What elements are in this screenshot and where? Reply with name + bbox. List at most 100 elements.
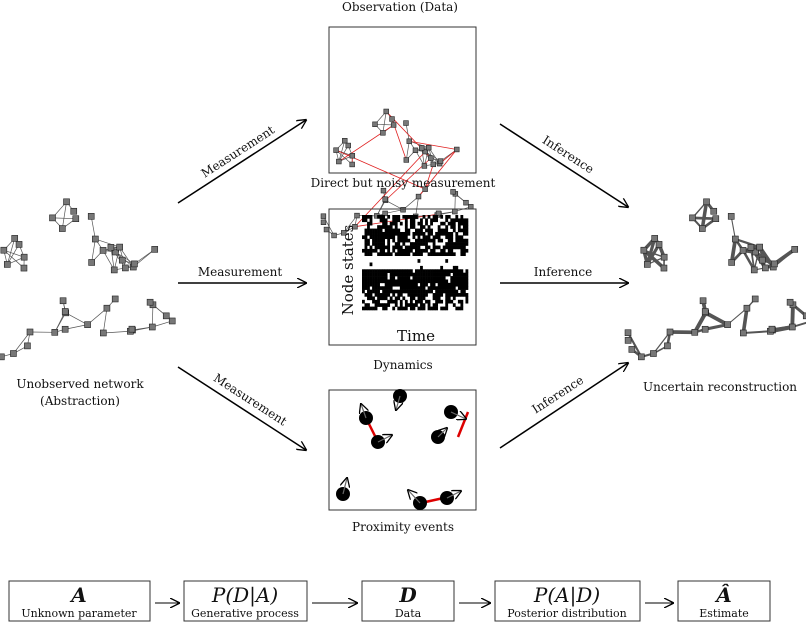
network-node <box>643 261 651 268</box>
state-cell <box>392 248 396 253</box>
state-cell <box>437 293 441 297</box>
state-cell <box>399 245 403 250</box>
pipeline-box-estimate <box>677 580 771 622</box>
state-cell <box>417 259 421 263</box>
state-cell <box>399 221 403 226</box>
state-cell <box>362 306 365 311</box>
state-cell <box>382 279 386 284</box>
state-cell <box>369 262 373 267</box>
state-cell <box>460 289 464 294</box>
state-cell <box>465 238 469 243</box>
state-cell <box>394 245 398 250</box>
network-edge <box>743 330 771 334</box>
state-cell <box>374 279 378 284</box>
state-cell <box>462 231 466 236</box>
state-cell <box>392 269 396 273</box>
state-cell <box>437 269 441 273</box>
state-cell <box>377 282 380 287</box>
pipeline-box-unknown-parameter <box>8 580 151 622</box>
svg-text:Unknown parameter: Unknown parameter <box>21 607 137 620</box>
state-cell <box>440 272 444 277</box>
state-cell <box>367 238 370 243</box>
state-cell <box>445 289 449 294</box>
state-cell <box>447 289 451 294</box>
state-cell <box>415 248 418 253</box>
state-cell <box>420 218 423 223</box>
state-cell <box>465 299 469 304</box>
network-edge <box>704 323 728 331</box>
state-cell <box>420 248 423 253</box>
network-node <box>727 213 735 220</box>
network-node <box>689 214 696 222</box>
pipeline-box-data <box>361 580 455 622</box>
noisy-caption: Direct but noisy measurement <box>311 176 496 190</box>
network-edge <box>91 238 96 263</box>
network-node <box>380 187 387 194</box>
state-cell <box>437 238 441 243</box>
state-cell <box>412 235 416 240</box>
network-node <box>712 215 720 223</box>
state-cell <box>455 279 459 284</box>
network-edge <box>790 304 795 328</box>
state-cell <box>394 225 398 229</box>
network-node <box>747 244 755 251</box>
state-cell <box>387 289 391 294</box>
state-cell <box>382 296 386 301</box>
state-cell <box>425 276 428 280</box>
network-node <box>49 214 56 222</box>
network-node <box>437 158 444 164</box>
state-cell <box>427 245 431 250</box>
state-cell <box>397 282 401 287</box>
network-node <box>116 243 123 251</box>
state-cell <box>364 231 368 236</box>
svg-text:P(A|D): P(A|D) <box>533 583 600 608</box>
network-edge <box>405 141 410 161</box>
state-cell <box>455 306 459 311</box>
state-cell <box>382 231 386 236</box>
state-cell <box>455 293 459 297</box>
network-node <box>724 321 731 328</box>
state-cell <box>404 215 408 219</box>
state-cell <box>412 306 416 311</box>
state-cell <box>412 276 416 280</box>
state-cell <box>422 279 426 284</box>
state-cell <box>465 276 469 280</box>
state-cell <box>387 248 391 253</box>
state-cell <box>409 289 413 294</box>
state-cell <box>415 289 418 294</box>
state-cell <box>372 306 375 311</box>
state-cell <box>367 231 370 236</box>
state-cell <box>377 225 380 229</box>
state-cell <box>452 245 456 250</box>
state-cell <box>465 286 469 290</box>
state-cell <box>364 269 368 273</box>
state-cell <box>457 272 461 277</box>
state-cell <box>432 276 436 280</box>
state-cell <box>430 269 433 273</box>
state-cell <box>389 299 393 304</box>
state-cell <box>409 279 413 284</box>
state-cell <box>452 252 456 257</box>
state-cell <box>372 242 375 246</box>
state-cell <box>399 293 403 297</box>
network-node <box>450 189 456 195</box>
state-cell <box>430 221 433 226</box>
state-cell <box>437 272 441 277</box>
state-cell <box>415 231 418 236</box>
state-cell <box>362 282 365 287</box>
state-cell <box>404 279 408 284</box>
state-cell <box>452 242 456 246</box>
network-node <box>691 329 699 336</box>
state-cell <box>460 303 464 307</box>
state-cell <box>387 225 391 229</box>
state-cell <box>384 269 388 273</box>
state-cell <box>415 299 418 304</box>
state-cell <box>452 225 456 229</box>
state-cell <box>452 303 456 307</box>
state-cell <box>430 238 433 243</box>
state-cell <box>462 252 466 257</box>
state-cell <box>465 228 469 233</box>
measurement-label-top: Measurement <box>199 123 277 181</box>
network-edge <box>6 238 16 265</box>
state-cell <box>440 231 444 236</box>
